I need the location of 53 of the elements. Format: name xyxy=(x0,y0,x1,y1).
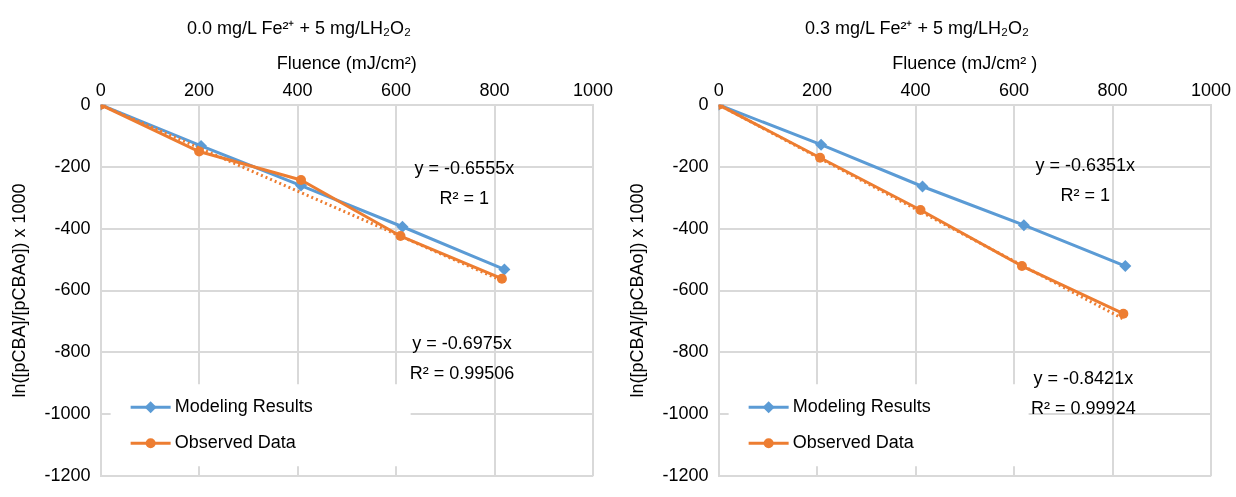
y-tick-label: -1000 xyxy=(662,403,709,424)
x-tick-label: 1000 xyxy=(1190,79,1232,100)
y-tick-label: 0 xyxy=(80,93,91,114)
x-tick-label: 200 xyxy=(184,79,215,100)
point xyxy=(916,180,929,193)
x-tick-label: 200 xyxy=(802,79,833,100)
point xyxy=(1017,219,1030,232)
annotation: R² = 1 xyxy=(439,188,490,209)
x-tick-label: 0 xyxy=(713,79,724,100)
point xyxy=(1118,308,1129,319)
y-tick-label: -400 xyxy=(672,217,709,238)
x-axis-title: Fluence (mJ/cm²) xyxy=(276,53,417,74)
y-tick-label: -200 xyxy=(672,155,709,176)
y-tick-label: -800 xyxy=(672,341,709,362)
y-tick-label: -800 xyxy=(54,341,91,362)
annotation: R² = 0.99924 xyxy=(1031,397,1136,418)
x-tick-label: 400 xyxy=(282,79,313,100)
chart-title: 0.0 mg/L Fe²⁺ + 5 mg/LH₂O₂ xyxy=(187,17,411,38)
y-tick-label: -600 xyxy=(672,279,709,300)
x-tick-label: 0 xyxy=(95,79,106,100)
y-axis-title: ln([pCBA]/[pCBAo]) x 1000 xyxy=(8,183,29,398)
point xyxy=(396,220,409,233)
legend-label: Observed Data xyxy=(792,432,915,453)
y-tick-label: -1200 xyxy=(662,465,709,486)
y-axis-title: ln([pCBA]/[pCBAo]) x 1000 xyxy=(626,183,647,398)
x-tick-label: 800 xyxy=(1097,79,1128,100)
point xyxy=(1119,260,1132,273)
y-tick-label: 0 xyxy=(698,93,709,114)
legend-label: Modeling Results xyxy=(792,396,931,417)
point xyxy=(496,273,507,284)
x-tick-label: 400 xyxy=(900,79,931,100)
legend-label: Observed Data xyxy=(174,432,297,453)
annotation: y = -0.6555x xyxy=(414,158,515,179)
chart-title: 0.3 mg/L Fe²⁺ + 5 mg/LH₂O₂ xyxy=(805,17,1029,38)
x-tick-label: 600 xyxy=(381,79,412,100)
x-axis-title: Fluence (mJ/cm² ) xyxy=(892,53,1038,74)
y-tick-label: -200 xyxy=(54,155,91,176)
y-tick-label: -1000 xyxy=(44,403,91,424)
legend-label: Modeling Results xyxy=(174,396,313,417)
point xyxy=(498,263,511,276)
y-tick-label: -1200 xyxy=(44,465,91,486)
x-tick-label: 600 xyxy=(999,79,1030,100)
x-tick-label: 800 xyxy=(479,79,510,100)
x-tick-label: 1000 xyxy=(572,79,614,100)
annotation: y = -0.6975x xyxy=(412,332,512,353)
annotation: y = -0.8421x xyxy=(1033,367,1134,388)
annotation: R² = 1 xyxy=(1060,185,1111,206)
annotation: R² = 0.99506 xyxy=(409,362,515,383)
y-tick-label: -400 xyxy=(54,217,91,238)
point xyxy=(815,138,828,151)
annotation: y = -0.6351x xyxy=(1035,155,1136,176)
point xyxy=(296,175,307,186)
y-tick-label: -600 xyxy=(54,279,91,300)
